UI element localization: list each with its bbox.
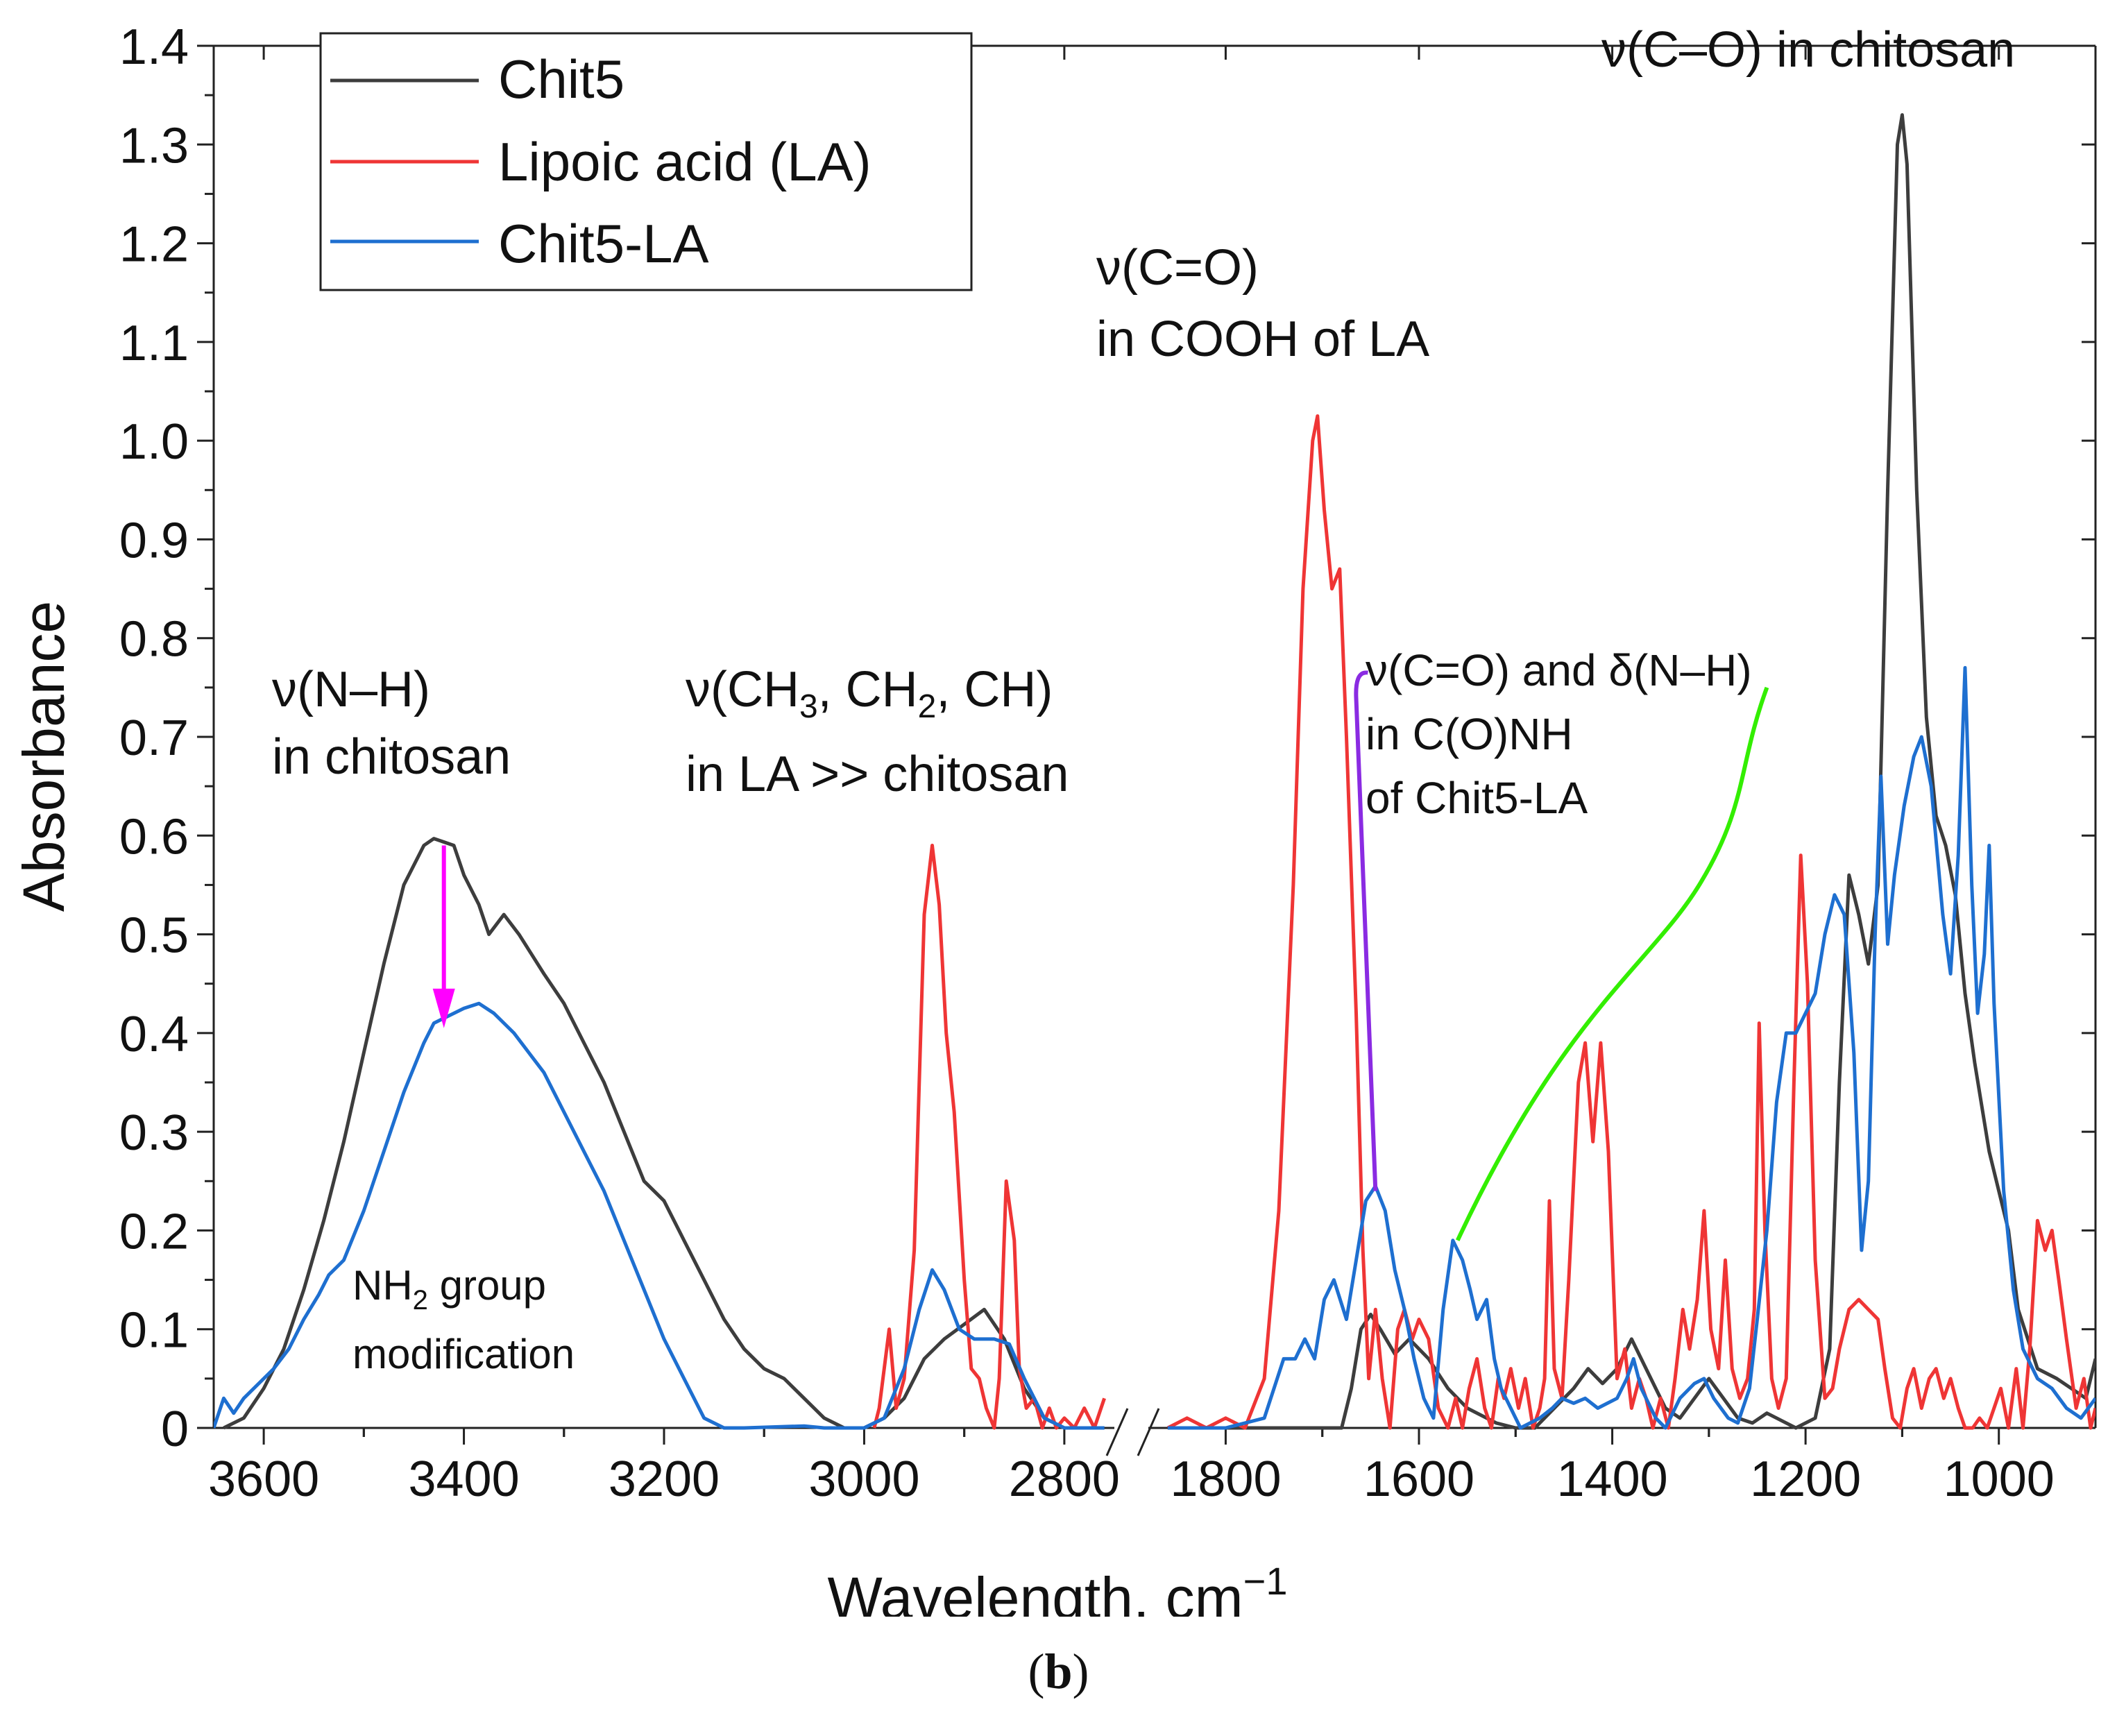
annotation-ch-part3: , CH) <box>936 662 1053 717</box>
annotation-nh2-line2: modification <box>352 1331 575 1377</box>
y-tick-label: 0.1 <box>119 1303 189 1359</box>
x-axis-label: Wavelength, cm−1 <box>828 1559 1288 1617</box>
x-tick-label: 1200 <box>1750 1452 1861 1507</box>
annotation-co-line2: in COOH of LA <box>1096 312 1429 367</box>
y-tick-label: 0.7 <box>119 710 189 766</box>
annotation-co-line1: ν(C=O) <box>1096 240 1259 296</box>
x-tick-label: 3200 <box>609 1452 720 1507</box>
annotation-nh2-line1: NH2 group <box>352 1262 546 1316</box>
x-axis-label-sup: −1 <box>1243 1559 1288 1603</box>
x-axis-label-text: Wavelength, cm <box>828 1565 1243 1617</box>
x-tick-label: 1000 <box>1944 1452 2055 1507</box>
series-line-chit5-right <box>1167 113 2095 1430</box>
series-line-chit5-la-right <box>1167 665 2095 1430</box>
annotation-ch-part2: , CH <box>818 662 918 717</box>
y-tick-label: 0.4 <box>119 1007 189 1062</box>
annotation-nh-line1: ν(N–H) <box>272 662 430 717</box>
y-tick-label: 1.1 <box>119 316 189 371</box>
annotation-ch-part1: ν(CH <box>686 662 799 717</box>
x-tick-label: 2800 <box>1009 1452 1120 1507</box>
annotation-nh-line2: in chitosan <box>272 729 511 785</box>
y-tick-label: 1.4 <box>119 19 189 75</box>
annotation-ch-sub2: 2 <box>918 688 937 725</box>
y-tick-label: 0 <box>161 1402 189 1457</box>
x-tick-label: 3400 <box>408 1452 519 1507</box>
annotation-co-chitosan: ν(C–O) in chitosan <box>1601 22 2015 78</box>
y-axis-label: Absorbance <box>11 601 76 912</box>
amide-leader-green <box>1455 686 1769 1241</box>
axes-layer: 0 0.1 0.2 0.3 0.4 0.5 0.6 0.7 0.8 0.9 1.0 1.1 1.2 1.3… <box>119 19 2097 1507</box>
y-tick-label: 1.2 <box>119 217 189 273</box>
y-tick-label: 1.3 <box>119 118 189 173</box>
caption-close: ) <box>1072 1644 1089 1699</box>
x-tick-label: 1800 <box>1170 1452 1281 1507</box>
legend: Chit5 Lipoic acid (LA) Chit5-LA <box>319 32 973 291</box>
annotation-nh2-sub: 2 <box>413 1285 428 1316</box>
x-tick-label: 1600 <box>1363 1452 1474 1507</box>
annotation-ch-sub3: 3 <box>799 688 818 725</box>
y-tick-label: 0.5 <box>119 908 189 964</box>
annotation-ch-line1: ν(CH3, CH2, CH) <box>686 662 1053 725</box>
annotation-amide-line2: in C(O)NH <box>1366 709 1573 759</box>
y-tick-label: 0.3 <box>119 1105 189 1161</box>
series-line-chit5-la-left <box>214 1001 1105 1430</box>
y-tick-label: 0.2 <box>119 1204 189 1259</box>
y-tick-label: 0.6 <box>119 809 189 865</box>
y-tick-label: 0.9 <box>119 513 189 568</box>
caption-letter: b <box>1044 1644 1073 1699</box>
annotation-nh2-part1: NH <box>352 1262 413 1309</box>
y-tick-label: 0.8 <box>119 612 189 667</box>
annotation-arrows <box>432 670 1769 1241</box>
figure-caption: (b) <box>0 1643 2117 1701</box>
series-line-chit5-left <box>223 837 1105 1430</box>
x-tick-label: 1400 <box>1556 1452 1667 1507</box>
legend-label-chit5: Chit5 <box>498 49 624 110</box>
nh2-arrow-head <box>432 988 455 1028</box>
y-tick-label: 1.0 <box>119 414 189 470</box>
legend-label-chit5-la: Chit5-LA <box>498 213 708 274</box>
annotation-nh2-part2: group <box>428 1262 546 1309</box>
axis-break-mark <box>1137 1408 1160 1456</box>
chart: 0 0.1 0.2 0.3 0.4 0.5 0.6 0.7 0.8 0.9 1.0 1.1 1.2 1.3… <box>11 19 2097 1617</box>
annotation-amide-line1: ν(C=O) and δ(N–H) <box>1366 645 1752 695</box>
legend-label-lipoic-acid: Lipoic acid (LA) <box>498 131 872 192</box>
x-tick-label: 3000 <box>808 1452 919 1507</box>
series-line-lipoic-acid-la--right <box>1166 414 2095 1430</box>
plot-area <box>214 113 2095 1430</box>
annotation-ch-line2: in LA >> chitosan <box>686 747 1069 802</box>
annotation-amide-line3: of Chit5-LA <box>1366 773 1588 823</box>
amide-leader-purple <box>1354 670 1378 1191</box>
x-tick-label: 3600 <box>208 1452 319 1507</box>
caption-open: ( <box>1028 1644 1045 1699</box>
axis-break-mark <box>1105 1408 1129 1456</box>
